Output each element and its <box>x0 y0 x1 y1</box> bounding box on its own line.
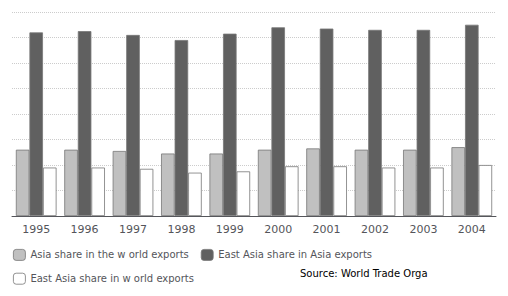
svg-text:East Asia share in Asia export: East Asia share in Asia exports <box>218 249 372 260</box>
svg-text:1997: 1997 <box>119 223 147 236</box>
svg-text:East Asia share in w orld expo: East Asia share in w orld exports <box>30 273 194 284</box>
svg-text:1998: 1998 <box>167 223 195 236</box>
svg-text:Source: World Trade Orga: Source: World Trade Orga <box>300 268 428 279</box>
svg-text:2002: 2002 <box>361 223 389 236</box>
svg-text:1999: 1999 <box>216 223 244 236</box>
svg-text:1995: 1995 <box>22 223 50 236</box>
svg-text:Asia share in the w orld expor: Asia share in the w orld exports <box>30 249 188 260</box>
svg-text:2001: 2001 <box>313 223 341 236</box>
svg-text:2004: 2004 <box>458 223 486 236</box>
svg-text:2000: 2000 <box>264 223 292 236</box>
svg-text:1996: 1996 <box>71 223 99 236</box>
svg-text:2003: 2003 <box>409 223 437 236</box>
